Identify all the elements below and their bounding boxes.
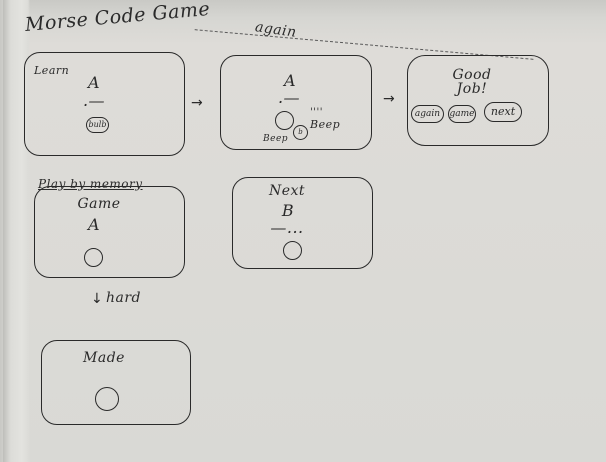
- learn-bulb-button[interactable]: bulb: [86, 117, 109, 133]
- arrow-repeat-to-result: →: [383, 91, 395, 107]
- hard-label: hard: [106, 290, 142, 306]
- good-job-line2: Job!: [456, 81, 488, 97]
- next-morse: —...: [270, 218, 304, 237]
- repeat-card: [220, 55, 372, 150]
- game-card: [34, 186, 185, 278]
- next-card: [232, 177, 373, 269]
- game-label: Game: [77, 196, 121, 212]
- learn-morse: .—: [82, 91, 106, 110]
- learn-card: [24, 52, 185, 156]
- next-circle-button[interactable]: [283, 241, 302, 260]
- arrow-to-hard: ↓: [91, 291, 103, 307]
- made-label: Made: [83, 350, 125, 366]
- repeat-marks: '''': [310, 107, 323, 118]
- learn-label: Learn: [34, 64, 70, 77]
- game-letter: A: [87, 215, 101, 234]
- repeat-beep-left-label: Beep: [263, 134, 289, 144]
- learn-letter: A: [87, 73, 101, 92]
- arrow-learn-to-repeat: →: [191, 95, 203, 111]
- good-job-line1: Good: [452, 67, 492, 83]
- paper-binding-shadow: [3, 0, 11, 462]
- good-job-card: [407, 55, 549, 146]
- game-circle-button[interactable]: [84, 248, 103, 267]
- made-card: [41, 340, 191, 425]
- next-button[interactable]: next: [484, 102, 522, 122]
- repeat-letter: A: [283, 71, 297, 90]
- repeat-circle-button[interactable]: [275, 111, 294, 130]
- repeat-beep-label: Beep: [310, 118, 341, 131]
- next-letter: B: [281, 201, 295, 220]
- next-label: Next: [268, 183, 306, 199]
- game-button[interactable]: game: [448, 105, 476, 123]
- play-by-memory-label: Play by memory: [38, 177, 143, 191]
- repeat-morse: .—: [277, 88, 301, 107]
- repeat-speaker-button[interactable]: b: [293, 125, 308, 140]
- again-button[interactable]: again: [411, 105, 444, 123]
- made-circle-button[interactable]: [95, 387, 119, 411]
